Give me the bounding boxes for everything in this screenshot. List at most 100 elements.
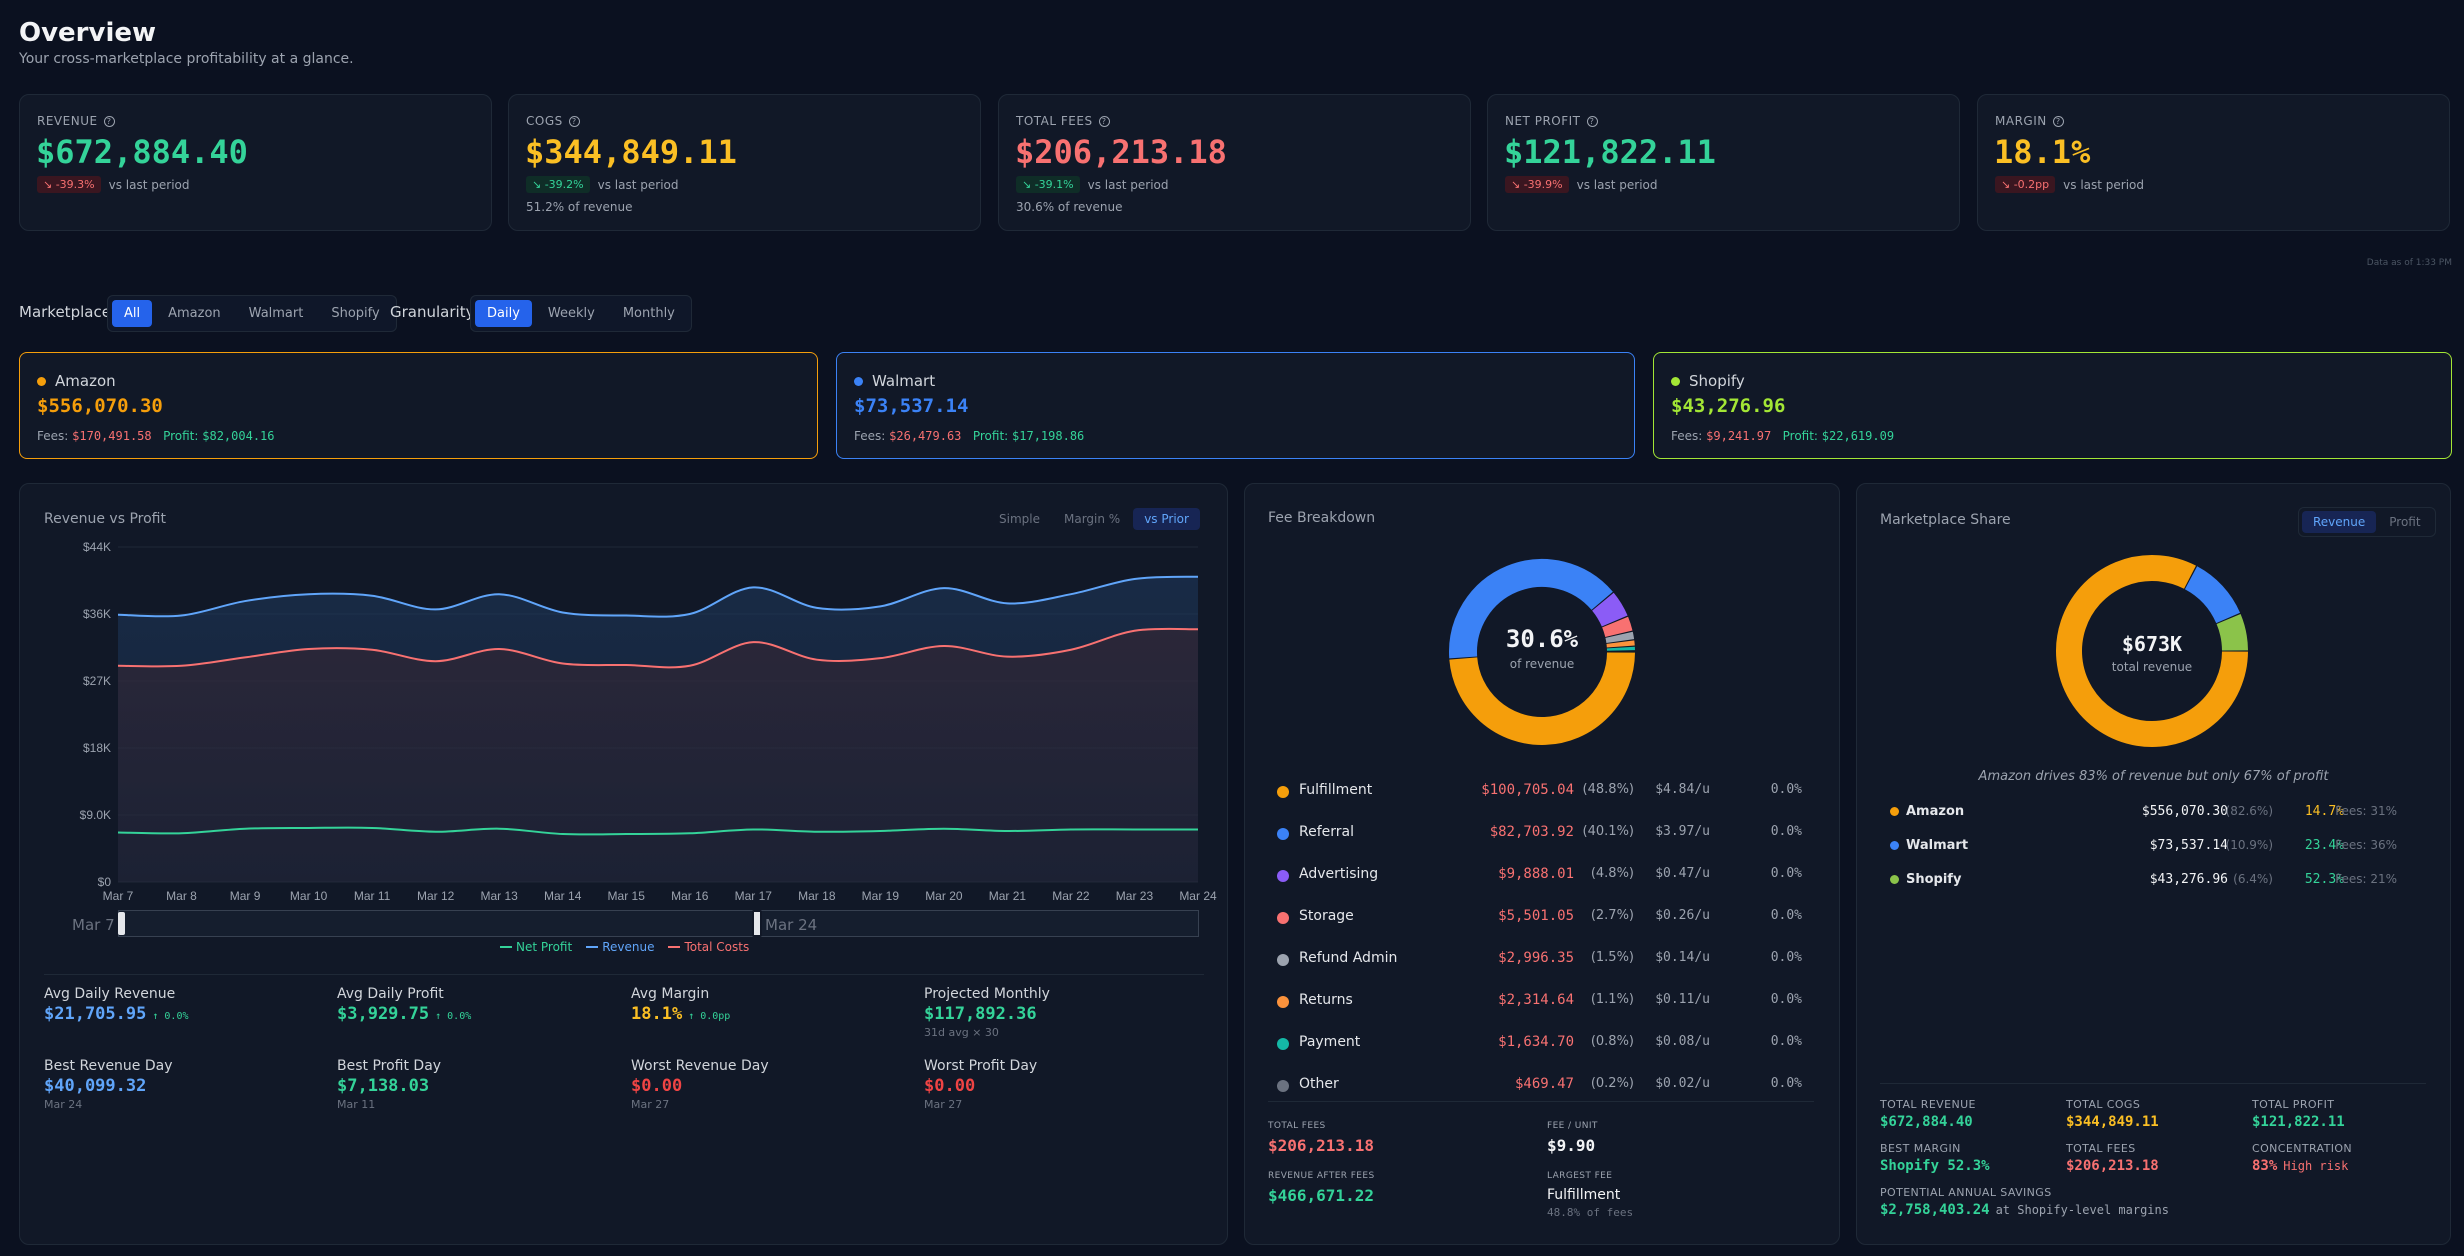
stat-note: 31d avg × 30 [924,1026,999,1039]
info-icon[interactable]: ? [1098,115,1110,127]
stat-best-profit-day: Best Profit Day $7,138.03 Mar 11 [337,1058,441,1111]
chart-mode-simple[interactable]: Simple [999,512,1040,526]
fee-name: Returns [1299,992,1353,1008]
divider [1880,1083,2426,1084]
share-row-amazon[interactable]: Amazon $556,070.30 (82.6%) 14.7% Fees: 31% [1888,803,2426,823]
fee-percent: (1.5%) [1590,950,1634,965]
info-icon[interactable]: ? [103,115,115,127]
range-handle-end[interactable] [752,910,762,937]
stat-value-row: $117,892.36 [924,1004,1050,1024]
fee-row-referral[interactable]: Referral $82,703.92 (40.1%) $3.97/u 0.0% [1264,823,1802,843]
stat-value: $3,929.75 [337,1004,430,1024]
legend-item-net-profit[interactable]: Net Profit [500,940,572,954]
info-icon[interactable]: ? [2052,115,2064,127]
fee-percent: (48.8%) [1582,782,1634,797]
fee-row-other[interactable]: Other $469.47 (0.2%) $0.02/u 0.0% [1264,1075,1802,1095]
stat-change: ↑ 0.0% [435,1011,472,1022]
total-revenue-label: TOTAL REVENUE [1880,1098,1976,1111]
kpi-label-text: MARGIN [1995,114,2047,128]
share-mode-revenue[interactable]: Revenue [2302,511,2377,533]
kpi-card-revenue: REVENUE? $672,884.40 ↘ -39.3% vs last perio… [19,94,492,231]
fee-row-returns[interactable]: Returns $2,314.64 (1.1%) $0.11/u 0.0% [1264,991,1802,1011]
share-amount: $43,276.96 [2149,872,2228,887]
marketplace-option-all[interactable]: All [112,300,153,327]
marketplace-option-walmart[interactable]: Walmart [248,306,304,321]
profit-value: $82,004.16 [202,429,275,443]
stat-value-row: $3,929.75 ↑ 0.0% [337,1004,471,1024]
concentration-value: 83% [2252,1158,2278,1174]
fee-row-refund-admin[interactable]: Refund Admin $2,996.35 (1.5%) $0.14/u 0.0% [1264,949,1802,969]
share-margin: 52.3% [2304,872,2344,887]
marketplace-option-shopify[interactable]: Shopify [331,306,380,321]
fee-per-unit-value: $9.90 [1547,1136,1596,1155]
fee-change: 0.0% [1770,908,1802,923]
legend-item-revenue[interactable]: Revenue [586,940,654,954]
savings-value: $2,758,403.24 [1880,1202,1990,1218]
fee-dot-icon [1277,786,1289,798]
fee-change: 0.0% [1770,992,1802,1007]
legend-item-total-costs[interactable]: Total Costs [668,940,749,954]
fee-row-storage[interactable]: Storage $5,501.05 (2.7%) $0.26/u 0.0% [1264,907,1802,927]
stat-label: Avg Daily Profit [337,986,444,1002]
largest-fee-label: LARGEST FEE [1547,1171,1613,1181]
stat-label: Best Revenue Day [44,1058,173,1074]
kpi-delta: ↘ -39.9% vs last period [1505,176,1658,193]
marketplace-card-walmart[interactable]: Walmart $73,537.14 Fees: $26,479.63 Profit… [836,352,1635,459]
range-handle-start[interactable] [118,912,125,935]
y-tick-label: $44K [83,540,111,554]
fee-dot-icon [1277,954,1289,966]
kpi-subtext: 30.6% of revenue [1016,200,1123,214]
share-mode-profit[interactable]: Profit [2389,515,2421,529]
delta-badge: ↘ -39.9% [1505,176,1569,193]
kpi-label-text: COGS [526,114,563,128]
chart-mode-vs-prior[interactable]: vs Prior [1133,508,1200,530]
donut-slice-shopify [2216,614,2248,651]
fee-change: 0.0% [1770,1076,1802,1091]
kpi-card-cogs: COGS? $344,849.11 ↘ -39.2% vs last period 51… [508,94,981,231]
fee-per-unit: $4.84/u [1655,782,1710,797]
concentration-label: CONCENTRATION [2252,1142,2353,1155]
fee-row-payment[interactable]: Payment $1,634.70 (0.8%) $0.08/u 0.0% [1264,1033,1802,1053]
fee-dot-icon [1277,870,1289,882]
y-tick-label: $36K [83,607,111,621]
stat-value: $21,705.95 [44,1004,147,1024]
share-percent: (6.4%) [2233,872,2273,886]
marketplace-option-amazon[interactable]: Amazon [168,306,221,321]
share-insight: Amazon drives 83% of revenue but only 67… [1978,769,2329,784]
fee-row-fulfillment[interactable]: Fulfillment $100,705.04 (48.8%) $4.84/u 0.0% [1264,781,1802,801]
stat-note: Mar 11 [337,1098,376,1111]
range-slider-track[interactable] [118,910,1199,937]
share-fees: Fees: 36% [2335,838,2397,852]
x-tick-label: Mar 9 [230,889,261,903]
share-fees: Fees: 21% [2335,872,2397,886]
fee-name: Fulfillment [1299,782,1373,798]
stat-value-row: $0.00 [924,1076,1037,1096]
delta-badge: ↘ -0.2pp [1995,176,2056,193]
fee-name: Advertising [1299,866,1379,882]
range-end-label: Mar 24 [765,916,818,934]
share-row-walmart[interactable]: Walmart $73,537.14 (10.9%) 23.4% Fees: 36% [1888,837,2426,857]
fee-per-unit-label: FEE / UNIT [1547,1121,1598,1131]
granularity-option-monthly[interactable]: Monthly [622,306,675,321]
info-icon[interactable]: ? [568,115,580,127]
granularity-option-daily[interactable]: Daily [475,300,532,327]
stat-avg-daily-revenue: Avg Daily Revenue $21,705.95 ↑ 0.0% [44,986,188,1024]
fee-row-advertising[interactable]: Advertising $9,888.01 (4.8%) $0.47/u 0.0% [1264,865,1802,885]
granularity-option-weekly[interactable]: Weekly [547,306,595,321]
kpi-label: TOTAL FEES? [1016,114,1110,128]
stat-note: Mar 27 [924,1098,963,1111]
marketplace-filter-label: Marketplace [19,303,111,321]
marketplace-card-amazon[interactable]: Amazon $556,070.30 Fees: $170,491.58 Profi… [19,352,818,459]
largest-fee-note: 48.8% of fees [1547,1206,1634,1219]
costs-area [118,628,1198,882]
info-icon[interactable]: ? [1586,115,1598,127]
marketplace-card-shopify[interactable]: Shopify $43,276.96 Fees: $9,241.97 Profit:… [1653,352,2452,459]
marketplace-dot-icon [37,376,46,386]
fee-donut-chart [1449,559,1635,745]
stat-label: Best Profit Day [337,1058,442,1074]
share-row-shopify[interactable]: Shopify $43,276.96 (6.4%) 52.3% Fees: 21% [1888,871,2426,891]
divider [1268,1101,1814,1102]
chart-mode-margin[interactable]: Margin % [1063,512,1121,526]
x-tick-label: Mar 15 [608,889,646,903]
total-profit-label: TOTAL PROFIT [2252,1098,2335,1111]
